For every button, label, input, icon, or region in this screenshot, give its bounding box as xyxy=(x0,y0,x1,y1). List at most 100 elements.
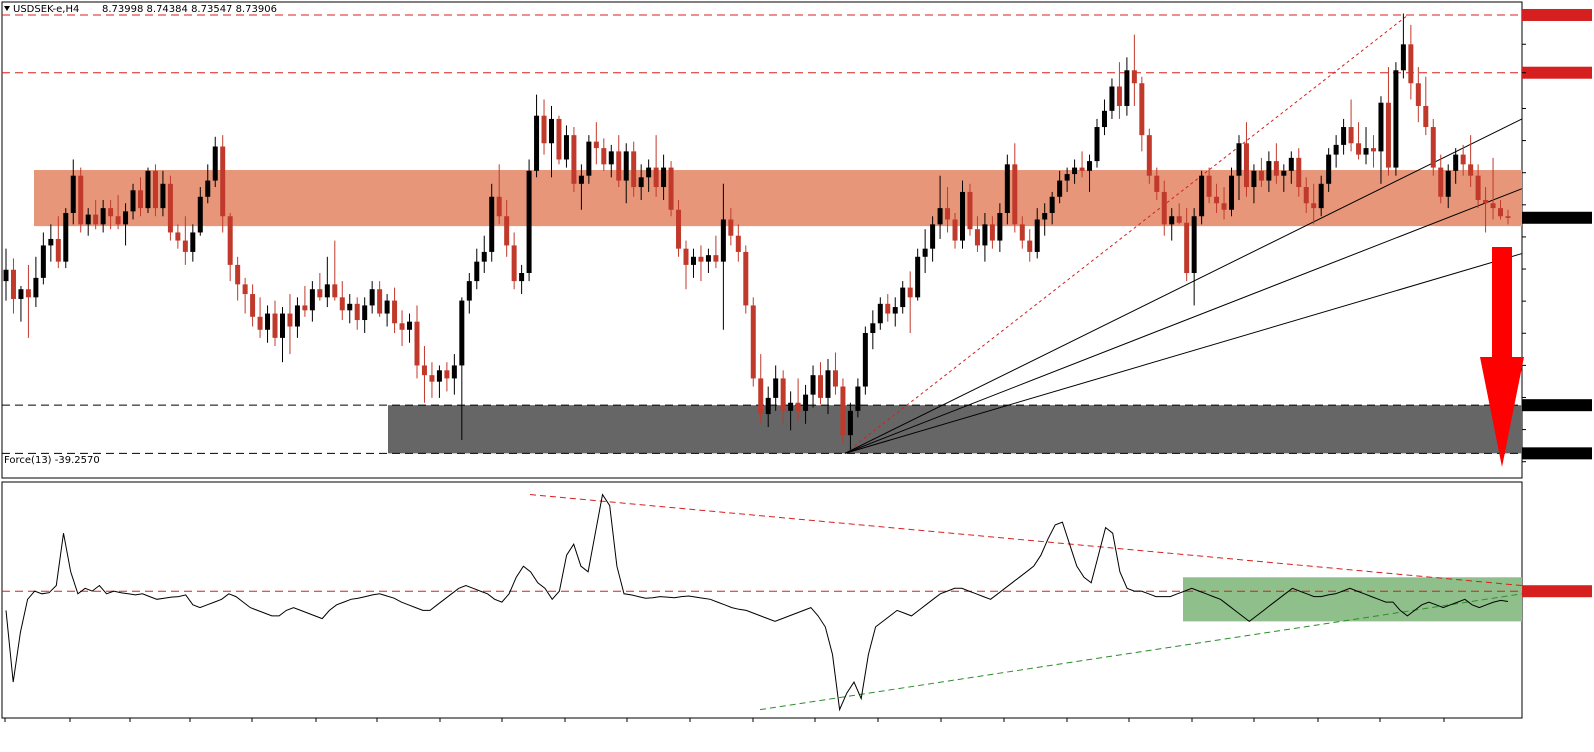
down-arrow xyxy=(1480,247,1524,467)
candle-body xyxy=(1445,170,1451,197)
candle xyxy=(190,224,196,262)
candle-body xyxy=(1019,224,1025,241)
candle xyxy=(1072,159,1078,184)
candle xyxy=(302,285,308,317)
candle xyxy=(339,281,345,321)
candle-body xyxy=(489,196,495,252)
candle-body xyxy=(795,402,801,411)
candle xyxy=(915,248,921,301)
candle xyxy=(444,362,450,392)
candle xyxy=(1296,148,1302,197)
candle-body xyxy=(631,151,637,188)
candle xyxy=(145,167,151,213)
candle-body xyxy=(1027,240,1033,252)
candle-body xyxy=(728,219,734,236)
candle-body xyxy=(967,191,973,230)
candle-body xyxy=(250,294,256,317)
candle xyxy=(205,164,211,204)
candle-body xyxy=(197,196,203,233)
candle-body xyxy=(1296,157,1302,188)
candle xyxy=(1408,24,1414,100)
candle-body xyxy=(1109,86,1115,111)
candle-body xyxy=(1236,143,1242,176)
candle-body xyxy=(481,251,487,262)
candle-body xyxy=(1184,222,1190,274)
candle xyxy=(698,245,704,282)
candle xyxy=(1004,154,1010,225)
candle xyxy=(160,170,166,217)
resistance-zone xyxy=(34,170,1522,227)
candle-body xyxy=(152,170,158,209)
candle-body xyxy=(48,238,54,246)
candle-body xyxy=(900,287,906,308)
candle xyxy=(1348,99,1354,152)
candle xyxy=(1049,191,1055,225)
candle xyxy=(646,159,652,192)
candle xyxy=(892,297,898,327)
candle-body xyxy=(758,378,764,415)
candle-body xyxy=(616,151,622,181)
candle xyxy=(1094,118,1100,168)
candle-body xyxy=(1475,175,1481,201)
candle xyxy=(317,273,323,301)
candle-body xyxy=(257,316,263,330)
candle xyxy=(10,258,16,314)
candle-body xyxy=(392,300,398,324)
level-label-bg xyxy=(1522,399,1592,412)
candle xyxy=(108,200,114,230)
candle-body xyxy=(1191,216,1197,274)
candle xyxy=(638,164,644,201)
candle-body xyxy=(1326,154,1332,184)
candle-body xyxy=(989,224,995,241)
candle xyxy=(1423,76,1429,136)
candle xyxy=(63,208,69,269)
candle-body xyxy=(272,313,278,338)
fib-fan-line xyxy=(844,188,1523,454)
candle-body xyxy=(586,141,592,176)
candle-body xyxy=(526,170,532,274)
candle-body xyxy=(1311,203,1317,209)
candle-body xyxy=(1408,44,1414,84)
chart-title: USDSEK-e,H4 xyxy=(13,4,79,15)
candle-body xyxy=(242,284,248,295)
candle-body xyxy=(892,307,898,314)
candle-body xyxy=(1243,143,1249,188)
candle-body xyxy=(549,118,555,144)
candle xyxy=(1042,203,1048,236)
candle-body xyxy=(339,297,345,311)
candle-body xyxy=(1385,102,1391,168)
candle xyxy=(526,159,532,282)
candle xyxy=(474,248,480,290)
candle-body xyxy=(227,216,233,265)
candle xyxy=(683,240,689,290)
candle-body xyxy=(653,167,659,188)
candle-body xyxy=(720,219,726,262)
candle-body xyxy=(1057,180,1063,197)
indicator-panel xyxy=(1,481,1592,719)
candle xyxy=(85,208,91,236)
candle-body xyxy=(1072,167,1078,175)
candle xyxy=(392,287,398,334)
candle-body xyxy=(504,216,510,246)
candle xyxy=(197,187,203,236)
candle xyxy=(294,297,300,338)
candle xyxy=(803,384,809,424)
candle xyxy=(511,232,517,290)
candle xyxy=(18,285,24,322)
candle xyxy=(1064,167,1070,192)
candle-body xyxy=(459,300,465,366)
candle-body xyxy=(1460,154,1466,165)
candle-body xyxy=(1281,170,1287,176)
candle-body xyxy=(362,305,368,321)
candle-body xyxy=(474,261,480,282)
candle-body xyxy=(571,135,577,184)
candle-body xyxy=(1370,148,1376,152)
candle xyxy=(1079,151,1085,178)
candle xyxy=(242,277,248,314)
candle-body xyxy=(309,289,315,311)
candle-body xyxy=(145,170,151,209)
candle xyxy=(676,200,682,257)
candle xyxy=(1139,76,1145,152)
candle-body xyxy=(287,313,293,327)
candle-body xyxy=(205,180,211,197)
